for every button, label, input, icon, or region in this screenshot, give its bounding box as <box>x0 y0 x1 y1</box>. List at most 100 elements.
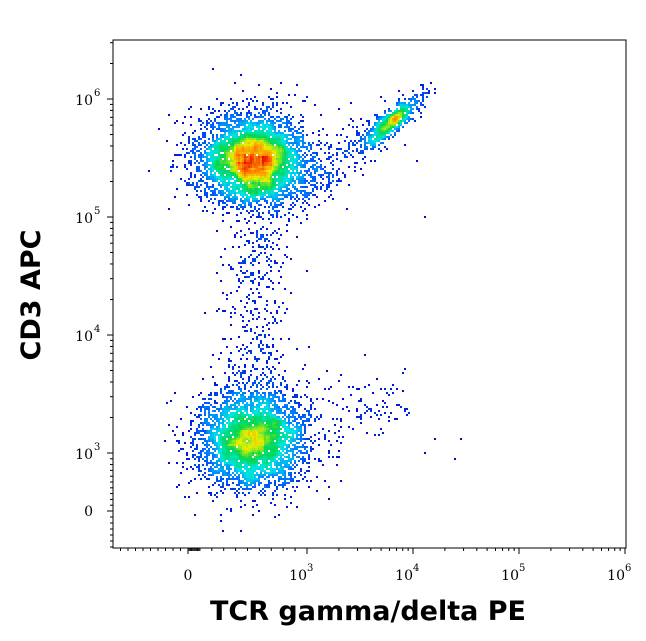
density-dot <box>216 446 218 448</box>
density-dot <box>324 436 326 438</box>
density-dot <box>342 152 344 154</box>
density-dot <box>234 164 236 166</box>
density-dot <box>198 468 200 470</box>
density-dot <box>268 206 270 208</box>
density-dot <box>286 196 288 198</box>
density-dot <box>218 450 220 452</box>
density-dot <box>268 448 270 450</box>
density-dot <box>204 452 206 454</box>
density-dot <box>390 122 392 124</box>
density-dot <box>254 412 256 414</box>
density-dot <box>272 438 274 440</box>
density-dot <box>230 268 232 270</box>
density-dot <box>252 174 254 176</box>
density-dot <box>262 464 264 466</box>
density-dot <box>312 448 314 450</box>
density-dot <box>434 88 436 90</box>
density-dot <box>394 134 396 136</box>
density-dot <box>240 408 242 410</box>
density-dot <box>280 438 282 440</box>
density-dot <box>262 148 264 150</box>
density-dot <box>406 112 408 114</box>
density-dot <box>266 402 268 404</box>
density-dot <box>288 338 290 340</box>
density-dot <box>238 458 240 460</box>
density-dot <box>270 88 272 90</box>
density-dot <box>210 436 212 438</box>
density-dot <box>372 144 374 146</box>
density-dot <box>262 212 264 214</box>
density-dot <box>410 112 412 114</box>
density-dot <box>226 190 228 192</box>
density-dot <box>240 176 242 178</box>
density-dot <box>236 414 238 416</box>
density-dot <box>226 418 228 420</box>
density-dot <box>394 110 396 112</box>
density-dot <box>310 144 312 146</box>
density-dot <box>258 452 260 454</box>
density-dot <box>294 166 296 168</box>
density-dot <box>394 116 396 118</box>
density-dot <box>240 454 242 456</box>
density-dot <box>256 126 258 128</box>
density-dot <box>380 150 382 152</box>
density-dot <box>308 142 310 144</box>
density-dot <box>240 150 242 152</box>
density-dot <box>248 444 250 446</box>
density-dot <box>214 174 216 176</box>
density-dot <box>294 420 296 422</box>
density-dot <box>204 164 206 166</box>
density-dot <box>270 188 272 190</box>
density-dot <box>220 134 222 136</box>
density-dot <box>236 196 238 198</box>
density-dot <box>262 396 264 398</box>
density-dot <box>232 168 234 170</box>
density-dot <box>190 150 192 152</box>
density-dot <box>232 186 234 188</box>
density-dot <box>242 472 244 474</box>
density-dot <box>216 476 218 478</box>
density-dot <box>276 430 278 432</box>
density-dot <box>220 436 222 438</box>
density-dot <box>280 82 282 84</box>
density-dot <box>240 160 242 162</box>
density-dot <box>266 122 268 124</box>
density-dot <box>228 400 230 402</box>
density-dot <box>246 480 248 482</box>
density-dot <box>300 114 302 116</box>
density-dot <box>216 408 218 410</box>
density-dot <box>210 170 212 172</box>
density-dot <box>310 166 312 168</box>
density-dot <box>252 258 254 260</box>
density-dot <box>284 312 286 314</box>
density-dot <box>248 186 250 188</box>
density-dot <box>262 180 264 182</box>
density-dot <box>272 426 274 428</box>
density-dot <box>208 448 210 450</box>
density-dot <box>268 440 270 442</box>
density-dot <box>328 146 330 148</box>
density-dot <box>262 198 264 200</box>
density-dot <box>250 144 252 146</box>
density-dot <box>286 140 288 142</box>
density-dot <box>238 456 240 458</box>
density-dot <box>208 454 210 456</box>
density-dot <box>308 486 310 488</box>
density-dot <box>278 484 280 486</box>
density-dot <box>418 108 420 110</box>
density-dot <box>262 436 264 438</box>
density-dot <box>228 176 230 178</box>
density-dot <box>296 442 298 444</box>
density-dot <box>220 448 222 450</box>
density-dot <box>238 438 240 440</box>
density-dot <box>328 172 330 174</box>
density-dot <box>218 202 220 204</box>
density-dot <box>272 208 274 210</box>
density-dot <box>286 162 288 164</box>
density-dot <box>220 428 222 430</box>
density-dot <box>224 416 226 418</box>
density-dot <box>248 438 250 440</box>
density-dot <box>338 380 340 382</box>
density-dot <box>242 416 244 418</box>
density-dot <box>248 440 250 442</box>
